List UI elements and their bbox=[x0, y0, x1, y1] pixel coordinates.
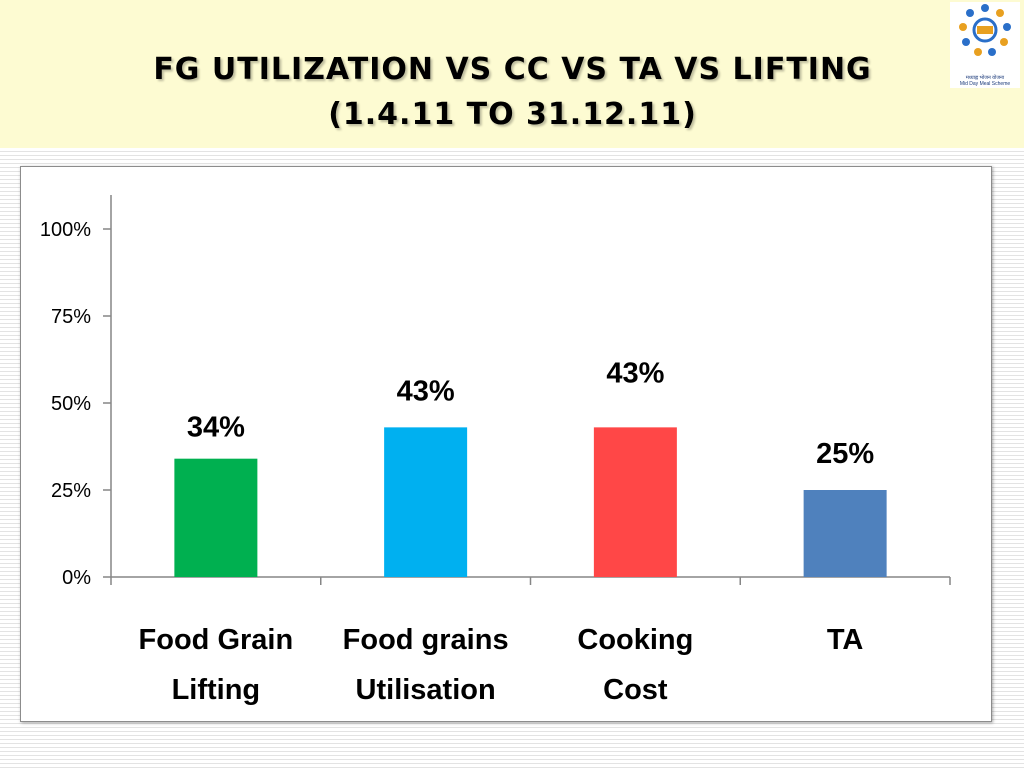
category-label: Lifting bbox=[172, 674, 261, 706]
category-label: Cost bbox=[603, 674, 668, 706]
bar bbox=[384, 427, 468, 577]
bar bbox=[593, 427, 677, 577]
slide-title: FG UTILIZATION VS CC VS TA VS LIFTING bbox=[153, 52, 872, 87]
slide-header: FG UTILIZATION VS CC VS TA VS LIFTING (1… bbox=[0, 0, 1024, 148]
logo-caption-english: Mid Day Meal Scheme bbox=[959, 81, 1011, 87]
y-tick-label: 0% bbox=[62, 567, 91, 589]
logo-caption-hindi: मध्याह्न भोजन योजना bbox=[965, 75, 1005, 81]
y-tick-label: 75% bbox=[51, 306, 91, 328]
bar-chart: 0% 25% 50% 75% 100% 34% Food Grain Lifting 43% Fo… bbox=[40, 195, 951, 706]
data-label: 25% bbox=[816, 438, 874, 470]
category-label: Utilisation bbox=[356, 674, 496, 706]
data-label: 34% bbox=[187, 412, 245, 444]
y-tick-label: 50% bbox=[51, 393, 91, 415]
data-label: 43% bbox=[397, 375, 455, 407]
logo-caption: मध्याह्न भोजन योजना Mid Day Meal Scheme bbox=[950, 75, 1020, 87]
category-label: Food Grain bbox=[139, 624, 294, 656]
y-tick-label: 25% bbox=[51, 480, 91, 502]
bar bbox=[803, 490, 887, 577]
bar bbox=[174, 458, 258, 577]
category-label: TA bbox=[827, 624, 864, 656]
chart-area: 0% 25% 50% 75% 100% 34% Food Grain Lifting 43% Fo… bbox=[20, 166, 992, 722]
slide-subtitle: (1.4.11 TO 31.12.11) bbox=[328, 97, 697, 132]
logo-figures-icon bbox=[959, 4, 1011, 56]
data-label: 43% bbox=[606, 357, 664, 389]
category-label: Food grains bbox=[343, 624, 509, 656]
y-tick-label: 100% bbox=[40, 219, 91, 241]
category-label: Cooking bbox=[577, 624, 693, 656]
mid-day-meal-logo bbox=[950, 2, 1020, 88]
